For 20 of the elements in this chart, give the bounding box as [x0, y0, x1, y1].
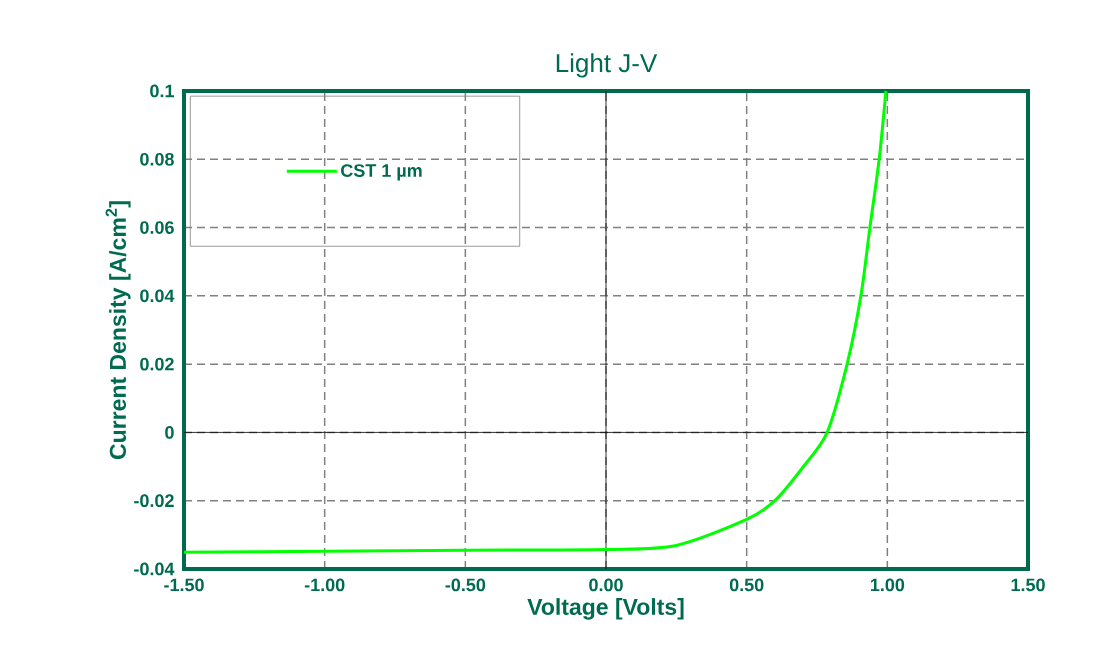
y-tick-label: -0.04 — [134, 562, 175, 576]
line-series — [182, 89, 888, 554]
legend-label: CST 1 µm — [341, 164, 422, 181]
x-tick-label: 1.00 — [870, 578, 905, 592]
x-tick-label: 0.00 — [589, 578, 623, 592]
x-tick-label: 0.50 — [729, 578, 764, 592]
chart-title: Light J-V — [556, 53, 658, 78]
x-tick-label: 1.50 — [1011, 578, 1045, 592]
x-axis-title: Voltage [Volts] — [527, 598, 684, 620]
y-tick-label: 0.08 — [140, 152, 174, 166]
x-tick-label: -1.00 — [304, 578, 345, 592]
x-tick-label: -0.50 — [445, 578, 486, 592]
y-axis-title: Current Density [A/cm$^{2}$] — [105, 201, 131, 460]
x-tick-label: -1.50 — [164, 578, 204, 592]
y-tick-label: 0 — [165, 426, 174, 439]
y-tick-label: -0.02 — [134, 494, 174, 508]
y-tick-label: 0.06 — [140, 221, 174, 234]
y-tick-label: 0.04 — [140, 289, 175, 303]
y-tick-label: 0.02 — [140, 357, 174, 371]
y-tick-label: 0.1 — [150, 84, 174, 98]
